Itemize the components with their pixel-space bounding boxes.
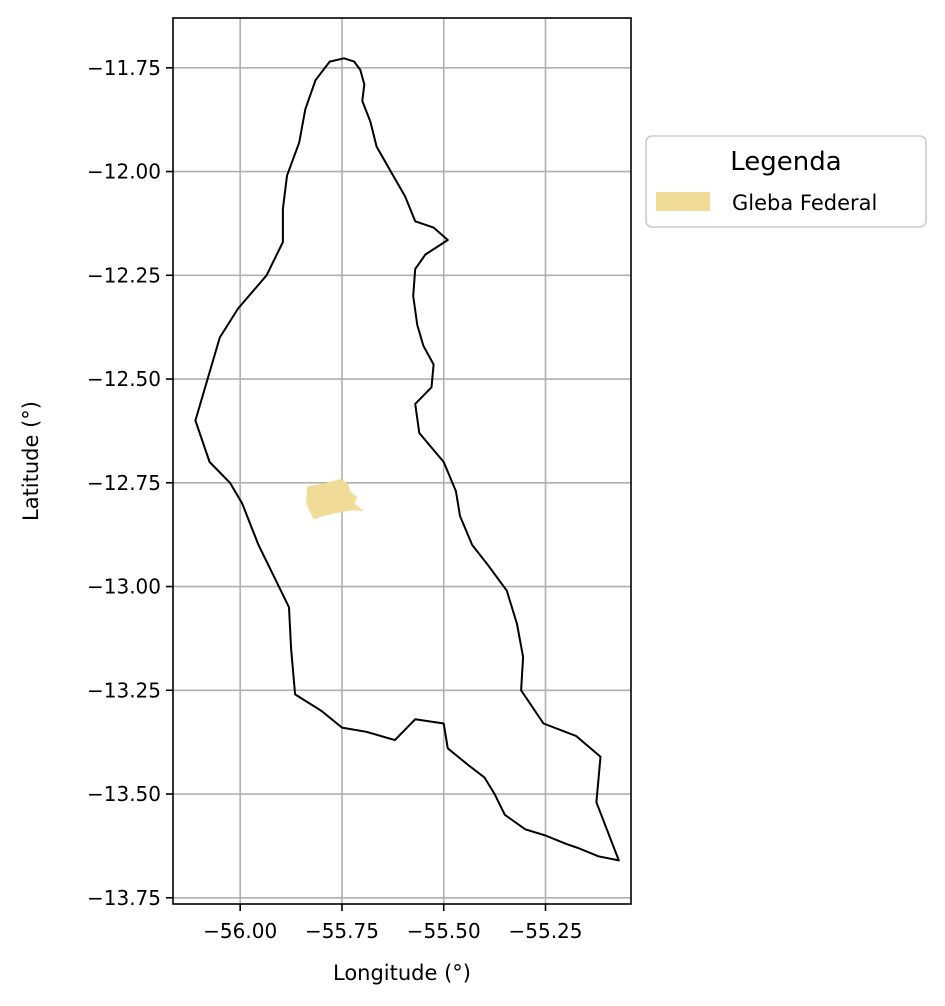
- y-tick-label-6: −13.25: [87, 678, 161, 702]
- boundary-layer: [194, 57, 620, 862]
- legend-box: [645, 135, 927, 228]
- y-tick-label-7: −13.50: [87, 782, 161, 806]
- x-axis-ticks: −56.00 −55.75 −55.50 −55.25: [203, 904, 583, 943]
- y-tick-label-3: −12.50: [87, 367, 161, 391]
- y-tick-label-2: −12.25: [87, 263, 161, 287]
- gleba-federal-layer: [306, 479, 365, 520]
- x-axis-title: Longitude (°): [333, 961, 471, 985]
- axes-frame: [172, 17, 632, 905]
- gleba-federal-polygon: [306, 479, 365, 520]
- legend: Legenda Gleba Federal: [645, 135, 927, 228]
- boundary-polygon: [194, 57, 620, 862]
- plot-area: −56.00 −55.75 −55.50 −55.25 −11.75 −12.00 −12…: [87, 17, 632, 943]
- x-tick-label-1: −55.75: [305, 919, 379, 943]
- y-tick-label-0: −11.75: [87, 56, 161, 80]
- y-tick-label-4: −12.75: [87, 471, 161, 495]
- y-tick-label-8: −13.75: [87, 886, 161, 910]
- x-tick-label-3: −55.25: [508, 919, 582, 943]
- y-axis-ticks: −11.75 −12.00 −12.25 −12.50 −12.75 −13.00 −13.…: [87, 56, 173, 910]
- y-tick-label-1: −12.00: [87, 160, 161, 184]
- y-axis-title: Latitude (°): [19, 401, 43, 521]
- legend-label-gleba-federal: Gleba Federal: [732, 191, 877, 215]
- y-tick-label-5: −13.00: [87, 575, 161, 599]
- x-tick-label-2: −55.50: [407, 919, 481, 943]
- legend-swatch-gleba-federal: [656, 192, 710, 211]
- x-tick-label-0: −56.00: [203, 919, 277, 943]
- legend-title: Legenda: [730, 147, 841, 177]
